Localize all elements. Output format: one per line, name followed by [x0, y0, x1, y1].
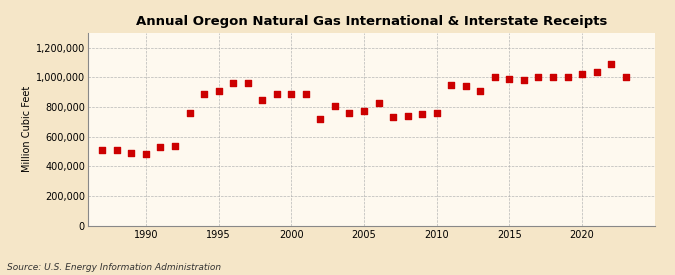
Point	[344, 111, 355, 115]
Point	[547, 75, 558, 80]
Point	[504, 77, 515, 81]
Point	[576, 72, 587, 77]
Point	[169, 144, 180, 148]
Point	[271, 92, 282, 96]
Y-axis label: Million Cubic Feet: Million Cubic Feet	[22, 86, 32, 172]
Point	[387, 115, 398, 120]
Point	[329, 103, 340, 108]
Point	[198, 92, 209, 96]
Point	[227, 81, 238, 86]
Point	[591, 69, 602, 74]
Point	[489, 75, 500, 80]
Point	[184, 111, 195, 115]
Point	[402, 114, 413, 118]
Point	[315, 117, 326, 121]
Text: Source: U.S. Energy Information Administration: Source: U.S. Energy Information Administ…	[7, 263, 221, 272]
Point	[213, 89, 224, 93]
Point	[126, 151, 137, 155]
Point	[140, 152, 151, 157]
Point	[286, 92, 297, 96]
Point	[431, 111, 442, 115]
Point	[416, 112, 427, 117]
Point	[242, 81, 253, 86]
Point	[256, 97, 267, 102]
Point	[620, 75, 631, 80]
Point	[300, 92, 311, 96]
Point	[97, 148, 108, 152]
Point	[460, 84, 471, 89]
Title: Annual Oregon Natural Gas International & Interstate Receipts: Annual Oregon Natural Gas International …	[136, 15, 607, 28]
Point	[446, 82, 456, 87]
Point	[533, 75, 544, 80]
Point	[518, 78, 529, 82]
Point	[358, 109, 369, 114]
Point	[605, 62, 616, 66]
Point	[475, 89, 486, 93]
Point	[373, 100, 384, 105]
Point	[562, 75, 573, 79]
Point	[155, 145, 166, 149]
Point	[111, 148, 122, 152]
